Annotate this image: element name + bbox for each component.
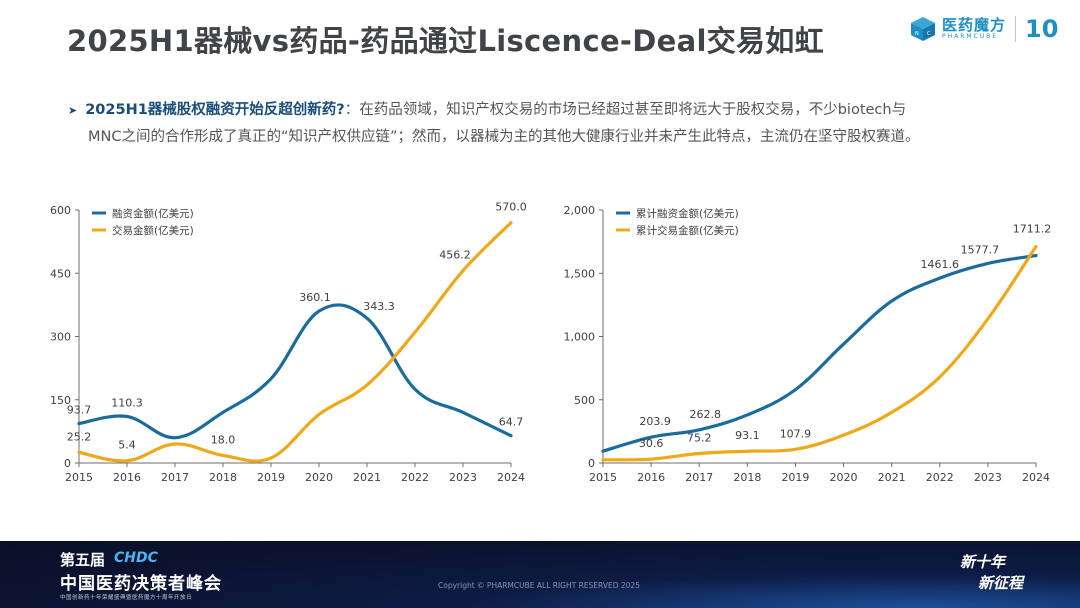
- x-tick-label: 2016: [113, 471, 141, 484]
- y-tick-label: 500: [574, 394, 595, 407]
- x-tick-label: 2016: [637, 471, 665, 484]
- bullet-paragraph: ➤ 2025H1器械股权融资开始反超创新药?：在药品领域，知识产权交易的市场已经超…: [68, 97, 1028, 151]
- page-title: 2025H1器械vs药品-药品通过Liscence-Deal交易如虹: [67, 24, 824, 58]
- logo-cn-text: 医药魔方: [942, 16, 1007, 34]
- series-line-deal: [601, 244, 1038, 462]
- bullet-separator: ：: [344, 102, 360, 118]
- data-label: 1711.2: [1013, 223, 1052, 236]
- footer-tagline: 中国创新药十年荣耀盛典暨医药魔方十周年开放日: [60, 595, 193, 601]
- data-label: 456.2: [439, 249, 471, 262]
- x-tick-label: 2022: [926, 471, 954, 484]
- series-line-deal: [77, 221, 513, 463]
- legend-label: 累计融资金额(亿美元): [636, 207, 739, 220]
- data-label: 5.4: [118, 439, 136, 452]
- x-tick-label: 2018: [733, 471, 761, 484]
- x-tick-label: 2022: [401, 471, 429, 484]
- logo-en-text: PHARMCUBE: [942, 33, 999, 40]
- data-label: 110.3: [111, 396, 143, 409]
- x-tick-label: 2019: [781, 471, 809, 484]
- x-tick-label: 2021: [878, 471, 906, 484]
- x-tick-label: 2020: [830, 471, 858, 484]
- y-tick-label: 150: [50, 394, 71, 407]
- data-label: 262.8: [689, 408, 721, 421]
- legend-label: 累计交易金额(亿美元): [636, 224, 739, 237]
- footer-summit-name: 中国医药决策者峰会: [60, 574, 222, 594]
- data-label: 343.3: [363, 300, 395, 313]
- slogan-line2: 新征程: [978, 574, 1024, 592]
- data-label: 75.2: [687, 431, 712, 444]
- x-tick-label: 2023: [449, 471, 477, 484]
- x-tick-label: 2024: [1022, 471, 1050, 484]
- data-label: 30.6: [639, 437, 664, 450]
- x-tick-label: 2023: [974, 471, 1002, 484]
- footer-brand: CHDC: [114, 550, 158, 566]
- chart-left-financing-vs-deal: 0 150 300 450 600 2015 2016 2017 2018 2019 2020 202…: [50, 201, 527, 484]
- copyright-text: Copyright © PHARMCUBE ALL RIGHT RESERVED…: [438, 581, 640, 590]
- chart-right-cumulative: 0 500 1,000 1,500 2,000 2015 2016 2017 2018 2019 2…: [564, 204, 1052, 484]
- data-label: 1577.7: [961, 243, 1000, 256]
- y-tick-label: 0: [588, 457, 595, 470]
- bullet-arrow-icon: ➤: [68, 104, 78, 117]
- x-tick-label: 2020: [305, 471, 333, 484]
- data-label: 1461.6: [921, 258, 960, 271]
- y-tick-label: 2,000: [564, 204, 596, 217]
- series-line-financing: [77, 303, 513, 440]
- data-label: 203.9: [639, 415, 671, 428]
- y-tick-label: 450: [50, 267, 71, 280]
- data-label: 18.0: [211, 433, 236, 446]
- x-tick-label: 2015: [65, 471, 93, 484]
- bullet-text-line2: MNC之间的合作形成了真正的“知识产权供应链”；然而，以器械为主的其他大健康行业…: [88, 129, 920, 145]
- data-label: 93.7: [67, 403, 92, 416]
- legend-label: 交易金额(亿美元): [112, 224, 194, 237]
- x-tick-label: 2019: [257, 471, 285, 484]
- x-tick-label: 2024: [497, 471, 525, 484]
- data-label: 25.2: [67, 430, 92, 443]
- footer-edition: 第五届: [60, 551, 106, 569]
- y-tick-label: 300: [50, 331, 71, 344]
- data-label: 107.9: [780, 427, 812, 440]
- legend-label: 融资金额(亿美元): [112, 207, 194, 220]
- slogan-line1: 新十年: [960, 553, 1006, 571]
- logo-divider: [1015, 16, 1017, 42]
- y-tick-label: 1,500: [564, 267, 596, 280]
- bullet-highlight: 2025H1器械股权融资开始反超创新药?: [85, 102, 345, 118]
- footer-slogan: 新十年 新征程: [960, 551, 1023, 593]
- bullet-text-line1: 在药品领域，知识产权交易的市场已经超过甚至即将远大于股权交易，不少biotech…: [359, 102, 907, 118]
- footer-banner: 第五届 CHDC 中国医药决策者峰会 中国创新药十年荣耀盛典暨医药魔方十周年开放…: [0, 541, 1080, 608]
- x-tick-label: 2018: [209, 471, 237, 484]
- pharmcube-logo: N C 医药魔方 PHARMCUBE 10: [910, 16, 1058, 42]
- data-label: 570.0: [495, 201, 527, 214]
- x-tick-label: 2015: [589, 471, 617, 484]
- series-line-financing: [601, 253, 1038, 453]
- anniversary-badge: 10: [1025, 15, 1059, 43]
- x-tick-label: 2017: [161, 471, 189, 484]
- data-label: 360.1: [299, 291, 331, 304]
- data-label: 93.1: [735, 429, 760, 442]
- y-tick-label: 0: [64, 457, 71, 470]
- svg-text:N: N: [915, 31, 919, 37]
- data-label: 64.7: [499, 416, 524, 429]
- x-tick-label: 2017: [685, 471, 713, 484]
- svg-text:C: C: [927, 31, 931, 37]
- x-tick-label: 2021: [353, 471, 381, 484]
- y-tick-label: 1,000: [564, 331, 596, 344]
- y-tick-label: 600: [50, 204, 71, 217]
- cube-logo-icon: N C: [911, 17, 935, 41]
